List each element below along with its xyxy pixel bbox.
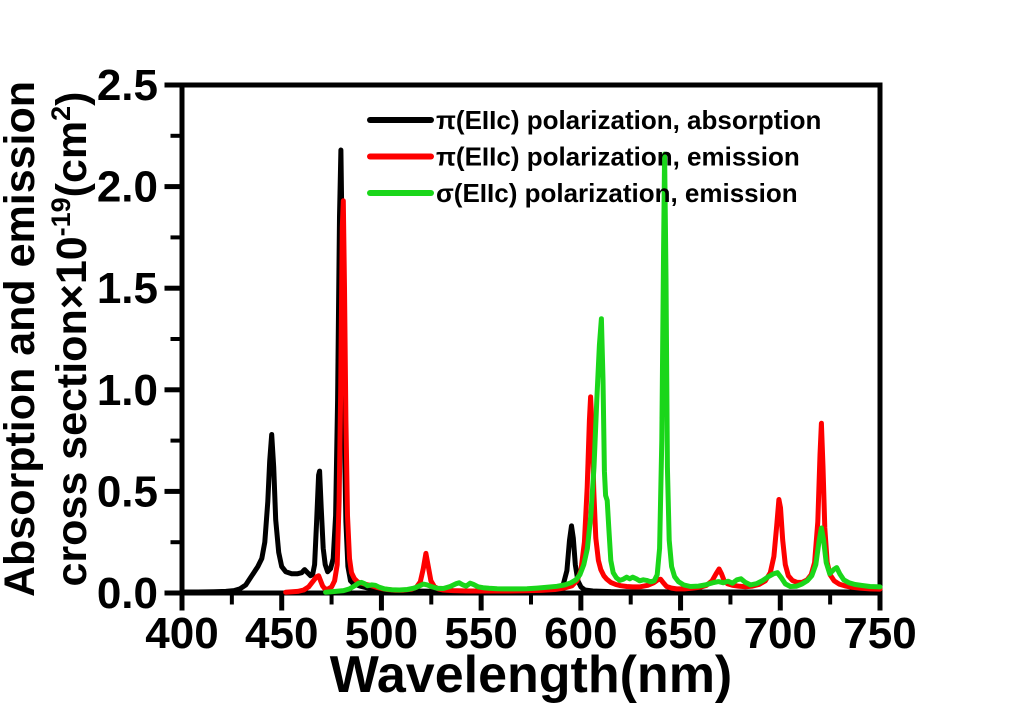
series-sigma-emission-curve xyxy=(323,151,883,595)
x-axis-tick-label: 450 xyxy=(245,609,318,658)
legend-label-pi-emission: π(EIIc) polarization, emission xyxy=(436,142,800,172)
x-axis-tick-label: 750 xyxy=(843,609,916,658)
y-axis-title-superscript: 2 xyxy=(46,106,76,121)
x-axis-tick-label: 650 xyxy=(644,609,717,658)
y-axis-title-superscript: -19 xyxy=(46,197,76,236)
y-axis-tick-label: 1.0 xyxy=(97,366,158,415)
y-axis-title-line2: cross section×10-19(cm2) xyxy=(46,91,96,586)
y-axis-title-text: ) xyxy=(48,91,96,105)
y-axis-tick-label: 0.0 xyxy=(97,569,158,618)
legend-label-pi-absorption: π(EIIc) polarization, absorption xyxy=(436,105,821,135)
y-axis-tick-label: 2.0 xyxy=(97,163,158,212)
y-axis-title-line1: Absorption and emission xyxy=(0,81,44,597)
x-axis-tick-label: 500 xyxy=(345,609,418,658)
x-axis-tick-label: 400 xyxy=(145,609,218,658)
y-axis-tick-label: 1.5 xyxy=(97,264,158,313)
y-axis-title-text: (cm xyxy=(48,121,96,197)
x-axis-tick-label: 550 xyxy=(444,609,517,658)
x-axis-tick-label: 700 xyxy=(744,609,817,658)
legend-label-sigma-emission: σ(EIIc) polarization, emission xyxy=(436,178,798,208)
x-axis-tick-label: 600 xyxy=(544,609,617,658)
y-axis-tick-label: 0.5 xyxy=(97,467,158,516)
y-axis-tick-label: 2.5 xyxy=(97,61,158,110)
series-pi-absorption-curve xyxy=(179,147,883,595)
x-axis-title: Wavelength(nm) xyxy=(330,646,733,704)
y-axis-title-text: cross section×10 xyxy=(48,236,96,586)
series-pi-emission-curve xyxy=(283,198,883,595)
